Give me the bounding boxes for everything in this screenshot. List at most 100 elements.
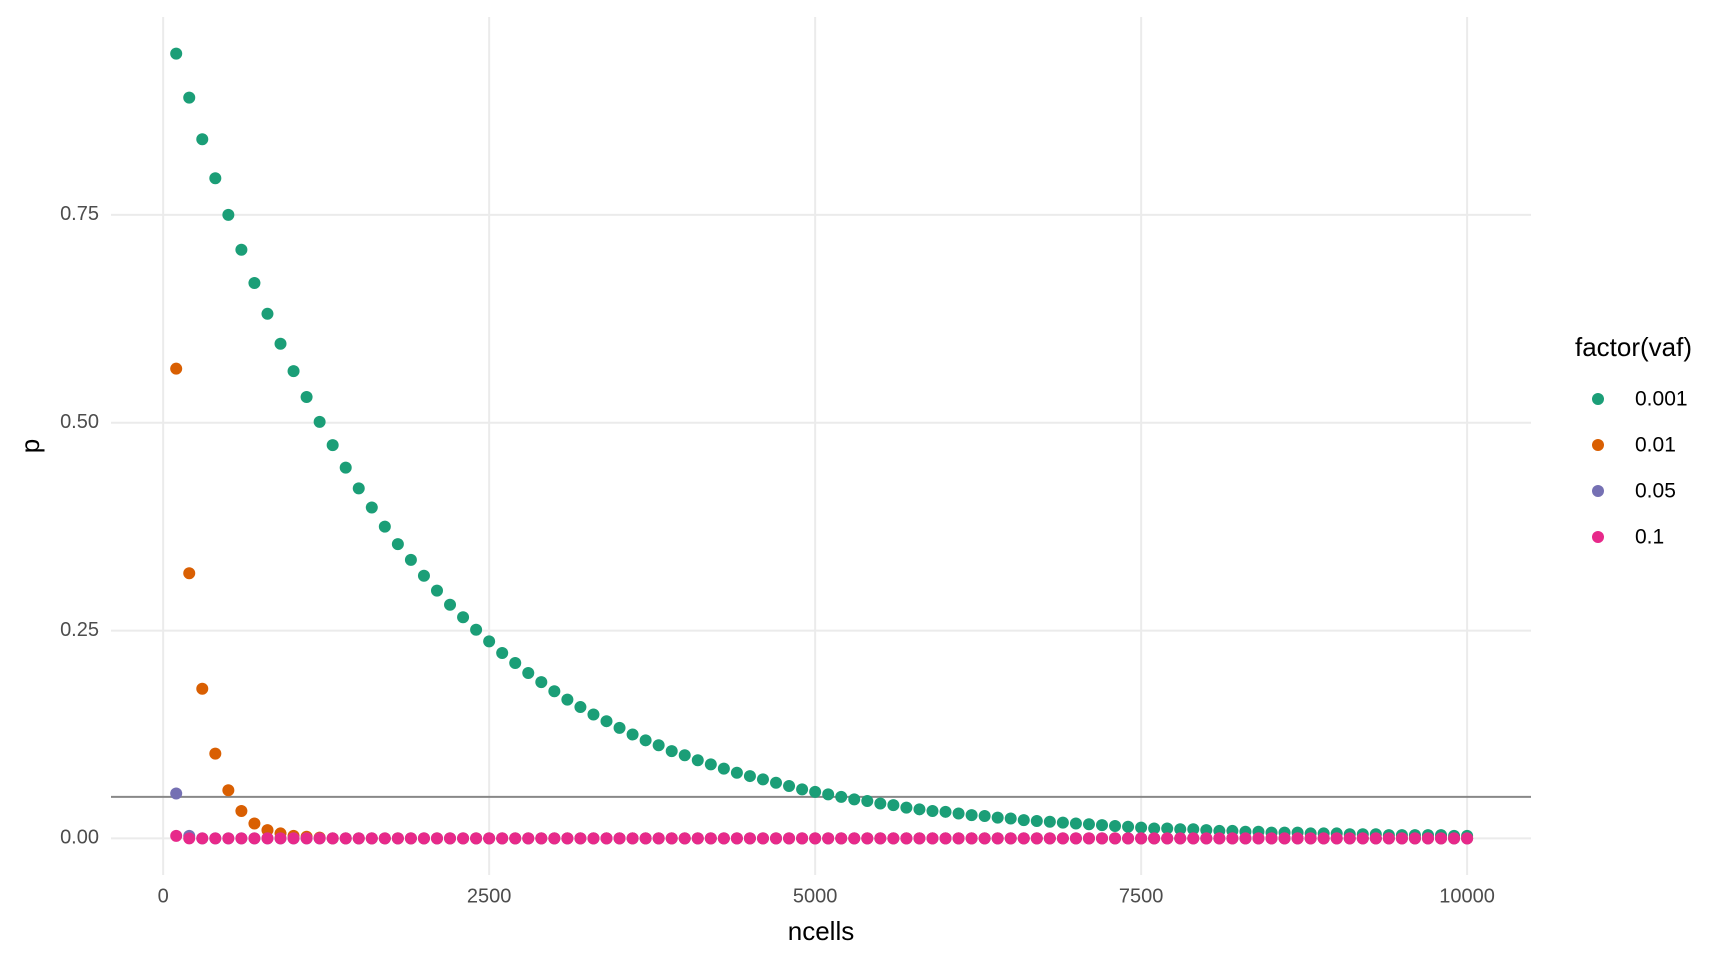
point xyxy=(1200,832,1213,845)
point xyxy=(352,482,365,495)
point xyxy=(444,598,457,611)
point xyxy=(313,832,326,845)
point xyxy=(365,832,378,845)
point xyxy=(835,832,848,845)
point xyxy=(1082,818,1095,831)
point xyxy=(900,832,913,845)
point xyxy=(1382,832,1395,845)
point xyxy=(770,776,783,789)
point xyxy=(261,824,274,837)
point xyxy=(1017,832,1030,845)
point xyxy=(1017,814,1030,827)
legend-label: 0.1 xyxy=(1635,526,1664,549)
y-tick-label: 0.50 xyxy=(60,411,99,433)
point xyxy=(196,133,209,146)
point xyxy=(496,647,509,660)
point xyxy=(209,832,222,845)
point xyxy=(717,762,730,775)
point xyxy=(822,832,835,845)
point xyxy=(391,832,404,845)
legend-label: 0.05 xyxy=(1635,480,1676,503)
point xyxy=(1056,832,1069,845)
point xyxy=(1096,819,1109,832)
point xyxy=(1096,832,1109,845)
point xyxy=(965,809,978,822)
point xyxy=(170,362,183,375)
point xyxy=(365,501,378,514)
point xyxy=(587,832,600,845)
point xyxy=(939,832,952,845)
legend-marker xyxy=(1592,439,1604,451)
point xyxy=(1187,823,1200,836)
point xyxy=(548,685,561,698)
point xyxy=(665,745,678,758)
point xyxy=(339,832,352,845)
point xyxy=(261,307,274,320)
point xyxy=(470,623,483,636)
point xyxy=(626,832,639,845)
point xyxy=(783,780,796,793)
point xyxy=(548,832,561,845)
point xyxy=(535,676,548,689)
point xyxy=(1148,822,1161,835)
point xyxy=(939,805,952,818)
point xyxy=(704,758,717,771)
point xyxy=(1448,832,1461,845)
point xyxy=(665,832,678,845)
point xyxy=(756,832,769,845)
point xyxy=(600,715,613,728)
point xyxy=(952,832,965,845)
point xyxy=(222,832,235,845)
point xyxy=(457,832,470,845)
point xyxy=(926,832,939,845)
point xyxy=(678,749,691,762)
point xyxy=(783,832,796,845)
point xyxy=(874,797,887,810)
point xyxy=(300,390,313,403)
point xyxy=(483,635,496,648)
point xyxy=(1135,821,1148,834)
point xyxy=(222,208,235,221)
point xyxy=(170,829,183,842)
point xyxy=(1421,832,1434,845)
x-tick-label: 7500 xyxy=(1119,885,1164,907)
point xyxy=(170,47,183,60)
point xyxy=(574,701,587,714)
point xyxy=(874,832,887,845)
point xyxy=(574,832,587,845)
point xyxy=(1122,832,1135,845)
point xyxy=(887,832,900,845)
point xyxy=(417,569,430,582)
point xyxy=(1082,832,1095,845)
y-axis-title: p xyxy=(15,439,45,453)
point xyxy=(196,682,209,695)
legend-title: factor(vaf) xyxy=(1575,332,1692,362)
point xyxy=(613,832,626,845)
point xyxy=(861,795,874,808)
point xyxy=(300,832,313,845)
point xyxy=(1135,832,1148,845)
point xyxy=(170,787,183,800)
point xyxy=(235,832,248,845)
point xyxy=(561,693,574,706)
point xyxy=(913,832,926,845)
point xyxy=(391,538,404,551)
point xyxy=(1174,823,1187,836)
point xyxy=(1161,822,1174,835)
x-tick-label: 10000 xyxy=(1439,885,1495,907)
point xyxy=(848,832,861,845)
legend-marker xyxy=(1592,393,1604,405)
point xyxy=(626,728,639,741)
point xyxy=(652,832,665,845)
point xyxy=(404,553,417,566)
point xyxy=(1239,832,1252,845)
point xyxy=(730,766,743,779)
point xyxy=(678,832,691,845)
point xyxy=(535,832,548,845)
legend-label: 0.01 xyxy=(1635,434,1676,457)
point xyxy=(183,91,196,104)
point xyxy=(1343,832,1356,845)
x-tick-label: 5000 xyxy=(793,885,838,907)
